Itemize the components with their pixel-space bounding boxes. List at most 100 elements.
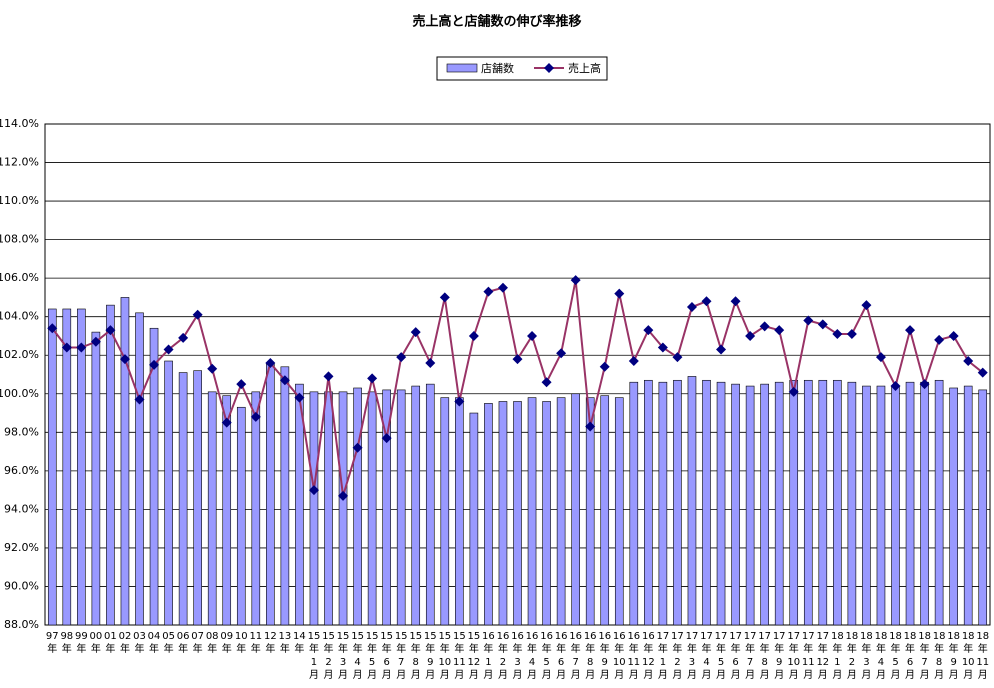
marker: [832, 329, 843, 340]
bar: [716, 381, 726, 626]
x-tick-label: 17 年 1 月: [657, 631, 670, 681]
marker: [963, 356, 974, 367]
bar: [774, 381, 784, 626]
marker: [61, 342, 72, 353]
marker: [352, 442, 363, 453]
bar: [353, 387, 362, 626]
marker: [308, 485, 319, 496]
x-tick-label: 15 年 2 月: [322, 631, 335, 681]
x-tick-label: 17 年 7 月: [744, 631, 757, 681]
marker: [134, 394, 145, 405]
marker: [294, 392, 305, 403]
bar: [222, 395, 232, 626]
y-tick-label: 94.0%: [4, 502, 39, 515]
marker: [905, 325, 916, 336]
x-tick-label: 16 年 1 月: [482, 631, 495, 681]
marker: [657, 342, 668, 353]
marker: [672, 352, 683, 363]
marker: [701, 296, 712, 307]
x-tick-label: 18 年 9 月: [947, 631, 960, 681]
bar: [658, 381, 668, 626]
marker: [105, 325, 116, 336]
marker: [890, 381, 901, 392]
x-tick-label: 11 年: [249, 631, 262, 655]
bar: [455, 397, 464, 626]
marker: [817, 319, 828, 330]
bar: [556, 397, 566, 626]
marker: [875, 352, 886, 363]
marker: [788, 386, 799, 397]
bar: [542, 401, 551, 626]
y-tick-label: 96.0%: [4, 464, 39, 477]
bar: [164, 360, 173, 626]
bar: [629, 381, 639, 626]
marker: [425, 357, 436, 368]
x-tick-label: 16 年 5 月: [540, 631, 553, 681]
y-tick-label: 108.0%: [0, 233, 39, 246]
x-tick-label: 15 年 12 月: [468, 631, 481, 681]
x-tick-label: 15 年 5 月: [366, 631, 379, 681]
x-tick-label: 10 年: [235, 631, 248, 655]
bar: [585, 397, 595, 626]
x-tick-label: 98 年: [60, 631, 73, 655]
marker: [90, 336, 101, 347]
bar: [818, 379, 828, 626]
x-tick-label: 17 年 3 月: [686, 631, 699, 681]
x-tick-label: 18 年 3 月: [860, 631, 873, 681]
marker: [556, 348, 567, 359]
marker: [483, 286, 494, 297]
marker: [396, 352, 407, 363]
marker: [279, 375, 290, 386]
bar: [513, 401, 522, 626]
bar: [280, 366, 290, 626]
x-tick-label: 05 年: [162, 631, 175, 655]
y-tick-label: 112.0%: [0, 156, 39, 169]
legend-label: 店舗数: [481, 61, 514, 75]
marker: [47, 323, 58, 334]
marker: [207, 363, 218, 374]
bar: [236, 406, 246, 626]
bar: [149, 327, 159, 626]
x-tick-label: 18 年 4 月: [875, 631, 888, 681]
bar: [367, 391, 377, 626]
x-tick-label: 16 年 4 月: [526, 631, 539, 681]
x-tick-label: 06 年: [177, 631, 190, 655]
legend-swatch: [446, 63, 478, 73]
bar: [178, 372, 188, 626]
marker: [512, 354, 523, 365]
x-tick-label: 17 年 5 月: [715, 631, 728, 681]
x-tick-label: 18 年 5 月: [889, 631, 902, 681]
chart-title: 売上高と店舗数の伸び率推移: [412, 14, 581, 30]
x-tick-label: 17 年 8 月: [758, 631, 771, 681]
marker: [76, 342, 87, 353]
marker: [250, 411, 261, 422]
bar: [207, 391, 217, 626]
bar: [571, 393, 580, 626]
bar: [833, 379, 842, 626]
x-tick-label: 03 年: [133, 631, 146, 655]
marker: [454, 396, 465, 407]
bar: [600, 395, 610, 626]
bar: [876, 385, 886, 626]
marker: [381, 433, 392, 444]
marker: [367, 373, 378, 384]
x-tick-label: 17 年 2 月: [671, 631, 684, 681]
bar: [425, 383, 435, 626]
legend-label: 売上高: [568, 61, 601, 75]
bar: [614, 397, 624, 626]
x-tick-label: 17 年 4 月: [700, 631, 713, 681]
marker: [846, 329, 857, 340]
bar: [498, 401, 508, 626]
bar: [963, 385, 973, 626]
bar: [411, 385, 421, 626]
marker: [861, 300, 872, 311]
x-tick-label: 15 年 11 月: [453, 631, 466, 681]
marker: [323, 371, 334, 382]
x-tick-label: 15 年 8 月: [409, 631, 422, 681]
x-tick-label: 16 年 9 月: [598, 631, 611, 681]
marker: [410, 327, 421, 338]
marker: [614, 288, 625, 299]
x-tick-label: 18 年 11 月: [976, 631, 989, 681]
bar: [702, 379, 711, 626]
